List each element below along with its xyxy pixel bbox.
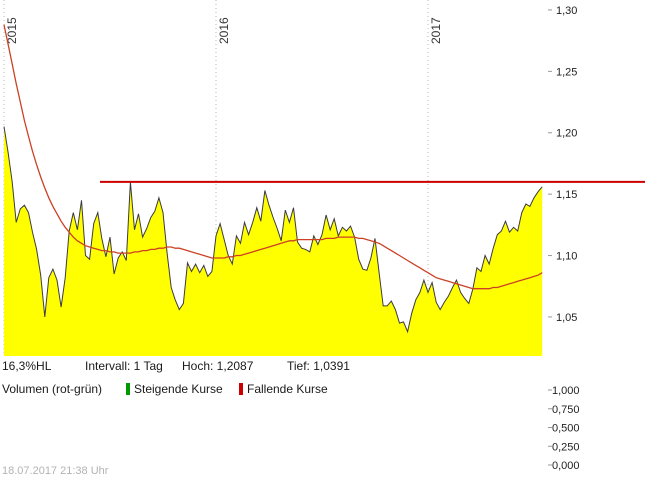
falling-courses-label: Fallende Kurse bbox=[247, 382, 328, 396]
y-axis-label: 1,30 bbox=[556, 5, 577, 17]
interval-label: Intervall: 1 Tag bbox=[85, 359, 163, 373]
volume-axis-label: 0,750 bbox=[552, 404, 580, 416]
x-axis-year-label: 2015 bbox=[5, 17, 19, 44]
x-axis-year-label: 2017 bbox=[429, 17, 443, 44]
y-axis-label: 1,15 bbox=[556, 189, 577, 201]
x-axis-year-label: 2016 bbox=[217, 17, 231, 44]
volume-axis-label: 0,000 bbox=[552, 460, 580, 472]
volume-axis-label: 1,000 bbox=[552, 385, 580, 397]
low-value-label: Tief: 1,0391 bbox=[287, 359, 350, 373]
rising-courses-label: Steigende Kurse bbox=[134, 382, 223, 396]
volume-axis-label: 0,250 bbox=[552, 441, 580, 453]
y-axis-label: 1,10 bbox=[556, 251, 577, 263]
volume-legend-bar: Volumen (rot-grün) Steigende Kurse Falle… bbox=[0, 380, 560, 398]
y-axis-label: 1,20 bbox=[556, 128, 577, 140]
falling-courses-swatch-icon bbox=[239, 383, 243, 395]
y-axis-label: 1,25 bbox=[556, 66, 577, 78]
volume-legend-label: Volumen (rot-grün) bbox=[2, 382, 103, 396]
moving-average-line bbox=[3, 24, 543, 290]
rising-courses-swatch-icon bbox=[126, 383, 130, 395]
chart-info-bar: 16,3%HL Intervall: 1 Tag Hoch: 1,2087 Ti… bbox=[0, 357, 645, 375]
y-axis-label: 1,05 bbox=[556, 312, 577, 324]
price-area bbox=[4, 126, 543, 356]
price-line bbox=[3, 126, 543, 334]
change-percent-label: 16,3%HL bbox=[2, 359, 52, 373]
volume-axis-label: 0,500 bbox=[552, 423, 580, 435]
high-value-label: Hoch: 1,2087 bbox=[182, 359, 254, 373]
timestamp-label: 18.07.2017 21:38 Uhr bbox=[2, 465, 109, 477]
